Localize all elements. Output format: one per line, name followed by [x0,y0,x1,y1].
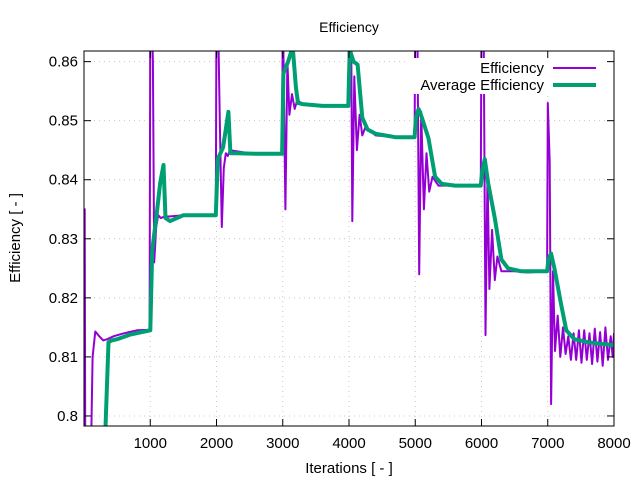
y-tick-label: 0.8 [57,408,78,425]
x-tick-label: 6000 [465,435,498,452]
y-tick-label: 0.85 [49,113,78,130]
axis-ticks: 0.8 0.81 0.82 0.83 0.84 0.85 0.86 1000 2000 3000 4… [49,51,631,452]
y-tick-label: 0.83 [49,231,78,248]
legend-label-efficiency: Efficiency [480,60,544,77]
x-tick-label: 4000 [332,435,365,452]
x-tick-label: 8000 [597,435,630,452]
legend: Efficiency Average Efficiency [405,58,605,94]
y-tick-label: 0.86 [49,54,78,71]
x-tick-label: 5000 [399,435,432,452]
chart-title: Efficiency [319,19,379,35]
x-tick-label: 7000 [531,435,564,452]
y-axis-label: Efficiency [ - ] [7,193,24,283]
x-tick-label: 2000 [200,435,233,452]
x-axis-label: Iterations [ - ] [305,460,393,477]
y-tick-label: 0.81 [49,349,78,366]
x-tick-label: 1000 [134,435,167,452]
x-tick-label: 3000 [266,435,299,452]
legend-background [405,58,605,94]
series-layer [84,51,614,426]
y-tick-label: 0.84 [49,172,78,189]
y-tick-label: 0.82 [49,290,78,307]
series-line-average-efficiency [103,51,614,426]
legend-label-average-efficiency: Average Efficiency [420,77,544,94]
